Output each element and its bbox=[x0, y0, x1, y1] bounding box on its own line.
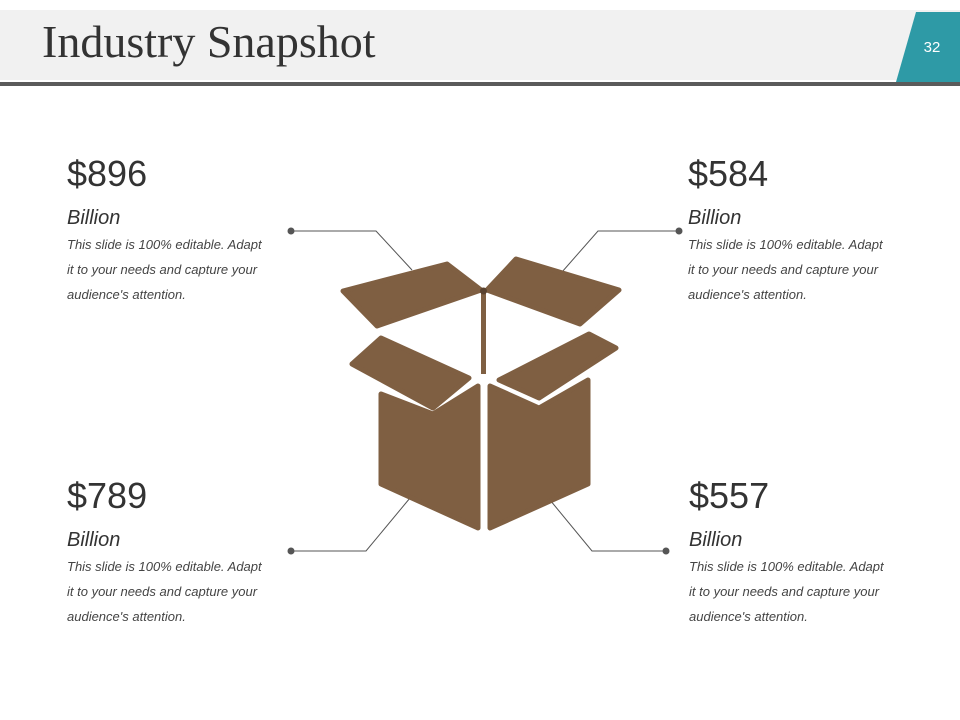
stat-value: $789 bbox=[67, 475, 148, 516]
stat-description-line: This slide is 100% editable. Adapt bbox=[67, 559, 262, 574]
stat-description-line: it to your needs and capture your bbox=[688, 262, 879, 277]
callout-dot-bottom-left bbox=[287, 547, 295, 555]
box-center-divider bbox=[481, 292, 486, 374]
box-left-face bbox=[378, 383, 481, 531]
callout-dot-top-right bbox=[675, 227, 683, 235]
callout-line-top-right bbox=[561, 230, 679, 273]
stat-unit: Billion bbox=[67, 529, 121, 551]
stat-description-line: it to your needs and capture your bbox=[689, 584, 880, 599]
callout-line-bottom-left bbox=[291, 497, 411, 552]
stat-description: This slide is 100% editable. Adapt it to… bbox=[689, 554, 919, 629]
page-number: 32 bbox=[923, 39, 941, 56]
stat-description: This slide is 100% editable. Adapt it to… bbox=[688, 232, 918, 307]
stat-value: $557 bbox=[689, 475, 770, 516]
stat-description: This slide is 100% editable. Adapt it to… bbox=[67, 554, 297, 629]
stat-value: $584 bbox=[688, 153, 769, 194]
stat-description-line: This slide is 100% editable. Adapt bbox=[688, 237, 883, 252]
stat-description-line: audience's attention. bbox=[688, 287, 807, 302]
box-left-flap bbox=[349, 335, 472, 411]
stat-description-line: This slide is 100% editable. Adapt bbox=[689, 559, 884, 574]
header-divider bbox=[0, 82, 960, 86]
stat-block-bottom-right: $557 Billion This slide is 100% editable… bbox=[689, 476, 919, 629]
stat-value: $896 bbox=[67, 153, 148, 194]
stat-description-line: it to your needs and capture your bbox=[67, 262, 258, 277]
stat-block-top-right: $584 Billion This slide is 100% editable… bbox=[688, 154, 918, 307]
stat-block-top-left: $896 Billion This slide is 100% editable… bbox=[67, 154, 297, 307]
box-right-face bbox=[487, 377, 591, 531]
stat-description-line: audience's attention. bbox=[67, 287, 186, 302]
stat-description-line: audience's attention. bbox=[67, 609, 186, 624]
box-right-flap bbox=[496, 331, 619, 401]
stat-unit: Billion bbox=[689, 529, 743, 551]
stat-block-bottom-left: $789 Billion This slide is 100% editable… bbox=[67, 476, 297, 629]
header-bar bbox=[0, 10, 960, 80]
callout-line-top-left bbox=[291, 230, 413, 271]
stat-unit: Billion bbox=[67, 207, 121, 229]
stat-description-line: This slide is 100% editable. Adapt bbox=[67, 237, 262, 252]
callout-dot-bottom-right bbox=[662, 547, 670, 555]
stat-unit: Billion bbox=[688, 207, 742, 229]
stat-description: This slide is 100% editable. Adapt it to… bbox=[67, 232, 297, 307]
stat-description-line: it to your needs and capture your bbox=[67, 584, 258, 599]
callout-line-bottom-right bbox=[549, 499, 666, 552]
stat-description-line: audience's attention. bbox=[689, 609, 808, 624]
box-top-right-flap bbox=[484, 256, 622, 327]
page-title: Industry Snapshot bbox=[42, 16, 376, 67]
callout-dot-top-left bbox=[287, 227, 295, 235]
box-top-left-flap bbox=[340, 261, 484, 329]
box-center-knot bbox=[480, 287, 487, 295]
